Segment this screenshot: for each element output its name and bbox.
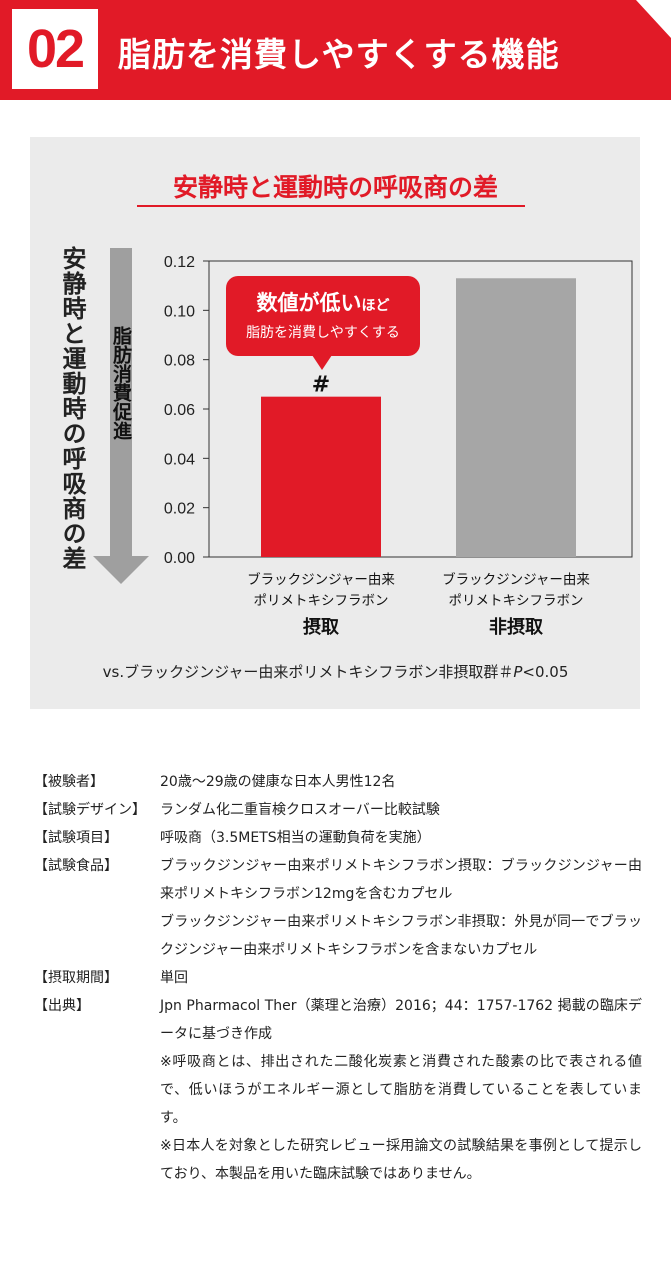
chart-title: 安静時と運動時の呼吸商の差 <box>172 173 498 202</box>
bar-chart: 0.00 0.02 0.04 0.06 0.08 0.10 0.12 # ブラックジンジャー由来… <box>93 248 633 638</box>
y-tick-label: 0.00 <box>164 550 195 567</box>
detail-row: 【出典】 Jpn Pharmacol Ther（薬理と治療）2016；44：175… <box>34 992 642 1048</box>
category-label-line1: ブラックジンジャー由来 <box>247 571 395 588</box>
detail-text: ※呼吸商とは、排出された二酸化炭素と消費された酸素の比で表される値で、低いほうが… <box>160 1054 642 1126</box>
detail-label: 【被験者】 <box>34 774 104 790</box>
detail-label: 【摂取期間】 <box>34 970 118 986</box>
category-label-group: 非摂取 <box>489 616 544 638</box>
detail-text: 単回 <box>160 970 188 986</box>
footnote-suffix: <0.05 <box>522 663 569 681</box>
bar <box>261 396 381 557</box>
category-label-line2: ポリメトキシフラボン <box>449 593 584 609</box>
callout-line1: 数値が低いほど <box>257 291 390 315</box>
detail-row: 【試験食品】 ブラックジンジャー由来ポリメトキシフラボン摂取：ブラックジンジャー由… <box>34 852 642 908</box>
significance-mark: # <box>312 373 330 398</box>
detail-text: 20歳〜29歳の健康な日本人男性12名 <box>160 774 396 790</box>
section-banner: 02 脂肪を消費しやすくする機能 <box>0 0 671 100</box>
detail-row: ブラックジンジャー由来ポリメトキシフラボン非摂取：外見が同一でブラックジンジャー… <box>34 908 642 964</box>
detail-text: ブラックジンジャー由来ポリメトキシフラボン摂取：ブラックジンジャー由来ポリメトキ… <box>160 858 642 902</box>
y-tick-label: 0.10 <box>164 303 195 320</box>
chart-title-underline <box>137 205 525 207</box>
chart-footnote: vs.ブラックジンジャー由来ポリメトキシフラボン非摂取群＃P<0.05 <box>0 661 671 682</box>
category-label-line2: ポリメトキシフラボン <box>254 593 389 609</box>
detail-label: 【試験デザイン】 <box>34 802 146 818</box>
y-axis-title: 安静時と運動時の呼吸商の差 <box>58 246 86 571</box>
arrow-shaft <box>110 248 132 556</box>
detail-label: 【試験食品】 <box>34 858 118 874</box>
detail-label <box>34 908 160 964</box>
arrow-label: 脂肪消費促進 <box>110 326 132 440</box>
y-tick-label: 0.06 <box>164 402 195 419</box>
detail-text: ※日本人を対象とした研究レビュー採用論文の試験結果を事例として提示しており、本製… <box>160 1138 642 1182</box>
study-details: 【被験者】 20歳〜29歳の健康な日本人男性12名 【試験デザイン】 ランダム化二重盲… <box>34 768 642 1188</box>
detail-row: 【被験者】 20歳〜29歳の健康な日本人男性12名 <box>34 768 642 796</box>
detail-label <box>34 1132 160 1188</box>
footnote-p: P <box>513 663 523 681</box>
detail-text: 呼吸商（3.5METS相当の運動負荷を実施） <box>160 830 431 846</box>
y-tick-label: 0.12 <box>164 254 195 271</box>
detail-text: ブラックジンジャー由来ポリメトキシフラボン非摂取：外見が同一でブラックジンジャー… <box>160 914 642 958</box>
category-label-line1: ブラックジンジャー由来 <box>442 571 590 588</box>
detail-text: ランダム化二重盲検クロスオーバー比較試験 <box>160 802 440 818</box>
detail-row: 【試験デザイン】 ランダム化二重盲検クロスオーバー比較試験 <box>34 796 642 824</box>
bar <box>456 278 576 557</box>
callout-pointer <box>312 355 332 370</box>
banner-background <box>0 0 671 100</box>
category-label-group: 摂取 <box>303 616 340 638</box>
callout-bubble <box>226 276 420 356</box>
detail-label: 【出典】 <box>34 998 90 1014</box>
detail-row: ※呼吸商とは、排出された二酸化炭素と消費された酸素の比で表される値で、低いほうが… <box>34 1048 642 1132</box>
y-tick-label: 0.04 <box>164 451 195 468</box>
detail-text: Jpn Pharmacol Ther（薬理と治療）2016；44：1757-17… <box>160 998 642 1042</box>
detail-row: ※日本人を対象とした研究レビュー採用論文の試験結果を事例として提示しており、本製… <box>34 1132 642 1188</box>
footnote-prefix: vs.ブラックジンジャー由来ポリメトキシフラボン非摂取群＃ <box>102 663 514 681</box>
detail-row: 【摂取期間】 単回 <box>34 964 642 992</box>
section-number: 02 <box>26 19 85 79</box>
arrow-head <box>93 556 149 584</box>
detail-label <box>34 1048 160 1132</box>
y-tick-label: 0.08 <box>164 353 195 370</box>
section-title: 脂肪を消費しやすくする機能 <box>118 35 560 74</box>
detail-label: 【試験項目】 <box>34 830 118 846</box>
callout-line2: 脂肪を消費しやすくする <box>246 325 400 341</box>
detail-row: 【試験項目】 呼吸商（3.5METS相当の運動負荷を実施） <box>34 824 642 852</box>
y-tick-label: 0.02 <box>164 501 195 518</box>
